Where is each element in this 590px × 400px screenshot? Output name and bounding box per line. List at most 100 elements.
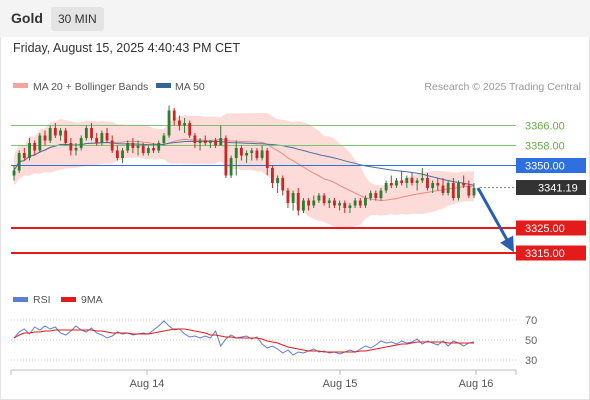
rsi-tick-30: 30: [525, 355, 537, 367]
candle: [333, 198, 336, 208]
ma50-line: [13, 140, 475, 186]
header-bar: Gold 30 MIN: [0, 0, 590, 37]
candle: [369, 190, 373, 201]
candle-body: [224, 138, 228, 176]
rsi-tick-70: 70: [525, 315, 537, 327]
candle: [250, 148, 254, 161]
candle: [312, 195, 316, 208]
candle-body: [312, 200, 316, 206]
candle-body: [177, 120, 181, 126]
level-tags: 3366.00 3358.00 3350.00 3341.19 3325.00 3315.…: [516, 121, 586, 261]
candle: [384, 180, 388, 193]
interval-badge[interactable]: 30 MIN: [51, 7, 104, 31]
candle-body: [348, 205, 352, 208]
candle: [239, 145, 243, 161]
candle: [208, 140, 212, 148]
candle: [467, 180, 471, 198]
candle: [131, 138, 135, 153]
candle: [405, 175, 409, 188]
candle: [271, 165, 274, 188]
candle: [451, 178, 455, 201]
candle-body: [379, 190, 383, 198]
rsi-ma-line: [13, 328, 474, 353]
candle: [177, 115, 181, 131]
candle-body: [286, 190, 290, 203]
candle: [307, 198, 311, 211]
candle-body: [229, 158, 233, 176]
candle-body: [208, 140, 212, 143]
candle-body: [95, 138, 99, 143]
candle-body: [276, 178, 280, 183]
candle-body: [43, 135, 47, 141]
candle: [462, 175, 466, 188]
candle: [126, 140, 130, 153]
last-price-tag: [516, 180, 586, 196]
x-tick-label-0: Aug 14: [130, 378, 165, 390]
candle-body: [48, 128, 52, 141]
candle-body: [353, 200, 357, 206]
candle: [260, 145, 264, 161]
candle-body: [90, 128, 93, 138]
candle-body: [22, 153, 26, 158]
candle-body: [451, 183, 455, 198]
levels-layer: [11, 125, 516, 254]
candle: [12, 165, 16, 181]
candle: [141, 143, 145, 156]
copyright-notice: Research © 2025 Trading Central: [424, 81, 581, 93]
candle-body: [219, 138, 223, 146]
candle: [172, 108, 176, 126]
candle: [234, 140, 238, 176]
candles-layer: [12, 105, 476, 216]
candle-body: [271, 168, 274, 183]
candle: [265, 148, 269, 176]
candle: [17, 150, 21, 173]
candle: [100, 130, 104, 146]
candle-body: [12, 170, 16, 176]
candle: [286, 188, 290, 208]
candle: [105, 128, 109, 143]
candle-body: [33, 143, 37, 151]
candle-body: [162, 135, 166, 143]
candle: [426, 173, 429, 191]
candle-body: [374, 193, 378, 198]
legend-label-rsi: RSI: [33, 294, 51, 306]
candle: [95, 133, 99, 146]
forecast-arrow-layer: [476, 187, 514, 253]
candle-body: [358, 200, 362, 206]
candle: [358, 198, 362, 208]
candle-body: [53, 128, 57, 136]
candle-body: [152, 148, 155, 151]
candle: [255, 148, 259, 161]
candle: [441, 178, 445, 196]
candle: [229, 155, 233, 178]
candle: [400, 170, 404, 186]
candle: [59, 128, 62, 141]
candle-body: [343, 203, 347, 208]
candle-body: [64, 130, 68, 143]
pivot-label-2: 3350.00: [525, 161, 565, 173]
candle: [472, 183, 476, 198]
candle-body: [126, 143, 130, 151]
candle-body: [317, 195, 321, 201]
candle-body: [260, 150, 264, 158]
candle: [415, 178, 419, 191]
candle-body: [415, 180, 419, 183]
support-tag-5: [516, 245, 586, 261]
rsi-tick-50: 50: [525, 335, 537, 347]
candle: [121, 148, 124, 163]
candle-body: [188, 123, 192, 136]
candle-body: [183, 123, 186, 126]
candle-body: [472, 188, 476, 196]
candle: [296, 188, 300, 216]
candle-body: [17, 153, 21, 171]
candle-body: [338, 203, 342, 206]
candle: [193, 133, 197, 148]
candle: [183, 118, 186, 133]
candle: [436, 178, 440, 191]
candle-body: [239, 148, 243, 156]
candle: [136, 140, 140, 156]
candle-body: [59, 130, 62, 136]
support-label-4: 3325.00: [525, 223, 565, 235]
candle: [291, 190, 295, 211]
